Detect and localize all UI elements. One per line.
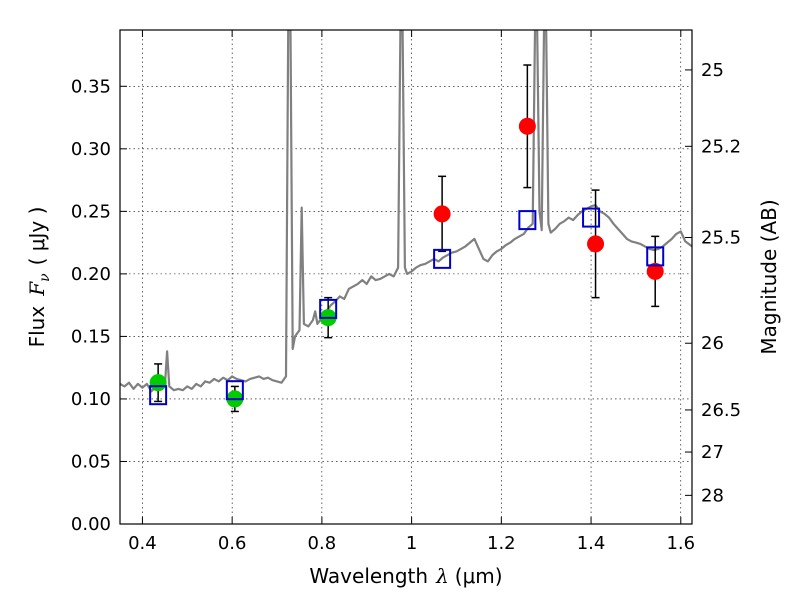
x-tick-label: 0.6 — [218, 533, 247, 554]
x-tick-label: 0.8 — [308, 533, 337, 554]
x-axis-label: Wavelength λ (μm) — [309, 564, 502, 588]
y2-tick-label: 26 — [701, 333, 724, 354]
y2-axis-label: Magnitude (AB) — [757, 199, 781, 354]
y2-tick-label: 28 — [701, 485, 724, 506]
model-point-model-photometry — [149, 385, 168, 406]
data-point-observed-nir — [587, 235, 605, 253]
x-axis-label-units: (μm) — [455, 564, 503, 588]
model-point-model-photometry — [518, 210, 537, 231]
y2-tick-label: 27 — [701, 442, 724, 463]
y2-tick-label: 26.5 — [701, 400, 741, 421]
y-axis-label-prefix: Flux — [25, 306, 49, 348]
tick-layer: 0.4 0.6 0.8 1 1.2 1.4 1.6 0.00 0.05 0.10 0.15 0.20 0… — [71, 30, 741, 554]
data-point-observed-nir — [646, 262, 664, 280]
y2-tick-label: 25 — [701, 60, 724, 81]
x-tick-label: 1.6 — [666, 533, 695, 554]
y-tick-label: 0.20 — [71, 264, 111, 285]
model-point-model-photometry — [646, 246, 665, 267]
marker-layer — [149, 64, 665, 413]
y-tick-label: 0.05 — [71, 451, 111, 472]
x-axis-label-prefix: Wavelength — [309, 564, 428, 588]
model-point-model-photometry — [582, 207, 601, 228]
x-axis-label-symbol: λ — [435, 564, 449, 588]
model-point-model-photometry — [225, 380, 244, 401]
y2-tick-label: 25.5 — [701, 227, 741, 248]
y-axis-label: Flux Fν ( μJy ) — [25, 207, 53, 348]
data-point-observed-nir — [518, 117, 536, 135]
series-line-model-spectrum — [120, 30, 692, 393]
x-tick-label: 1.2 — [487, 533, 516, 554]
y-axis-label-subscript: ν — [37, 273, 53, 282]
plot-frame — [119, 29, 693, 525]
y-tick-label: 0.30 — [71, 139, 111, 160]
model-point-model-photometry — [433, 248, 452, 269]
data-point-observed-nir — [433, 205, 451, 223]
y-tick-label: 0.35 — [71, 76, 111, 97]
gridlines — [120, 30, 692, 525]
y-tick-label: 0.25 — [71, 201, 111, 222]
x-tick-label: 1 — [406, 533, 417, 554]
y-axis-label-units: ( μJy ) — [25, 207, 49, 266]
y-tick-label: 0.15 — [71, 326, 111, 347]
model-point-model-photometry — [319, 298, 338, 319]
x-tick-label: 0.4 — [128, 533, 157, 554]
y-tick-label: 0.10 — [71, 389, 111, 410]
x-tick-label: 1.4 — [577, 533, 606, 554]
y-tick-label: 0.00 — [71, 514, 111, 535]
spectrum-layer — [120, 30, 692, 393]
y2-tick-label: 25.2 — [701, 136, 741, 157]
y-axis-label-symbol: F — [25, 281, 49, 297]
data-point-observed-optical — [149, 374, 167, 392]
